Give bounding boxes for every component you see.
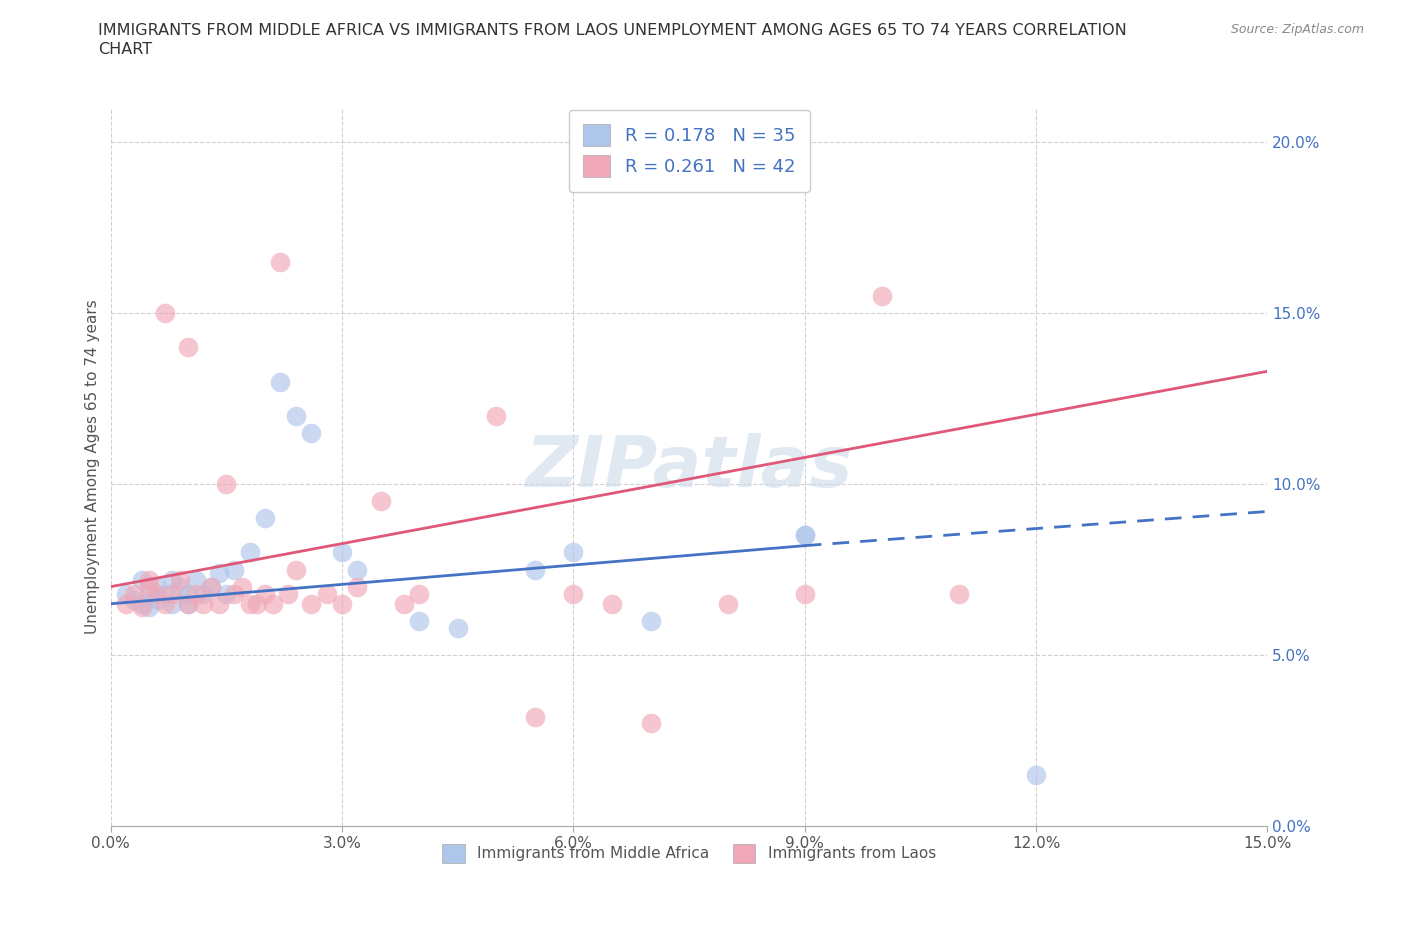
Point: [523, 562, 546, 577]
Point: [793, 528, 815, 543]
Point: [330, 596, 353, 611]
Point: [208, 565, 231, 580]
Point: [169, 579, 191, 594]
Point: [224, 562, 246, 577]
Point: [238, 596, 260, 611]
Point: [177, 596, 200, 611]
Text: IMMIGRANTS FROM MIDDLE AFRICA VS IMMIGRANTS FROM LAOS UNEMPLOYMENT AMONG AGES 65: IMMIGRANTS FROM MIDDLE AFRICA VS IMMIGRA…: [98, 23, 1128, 38]
Point: [277, 586, 299, 601]
Point: [200, 579, 222, 594]
Point: [153, 596, 176, 611]
Point: [146, 579, 169, 594]
Point: [131, 600, 153, 615]
Point: [253, 586, 276, 601]
Point: [122, 586, 145, 601]
Point: [115, 586, 138, 601]
Point: [153, 306, 176, 321]
Point: [299, 596, 322, 611]
Point: [138, 572, 160, 587]
Point: [392, 596, 415, 611]
Point: [408, 586, 430, 601]
Point: [131, 572, 153, 587]
Point: [193, 596, 215, 611]
Point: [447, 620, 470, 635]
Point: [162, 572, 184, 587]
Point: [793, 586, 815, 601]
Point: [153, 586, 176, 601]
Point: [717, 596, 740, 611]
Point: [184, 586, 207, 601]
Point: [640, 614, 662, 629]
Point: [948, 586, 970, 601]
Point: [246, 596, 269, 611]
Point: [215, 586, 238, 601]
Point: [200, 579, 222, 594]
Y-axis label: Unemployment Among Ages 65 to 74 years: Unemployment Among Ages 65 to 74 years: [86, 299, 100, 634]
Point: [138, 600, 160, 615]
Point: [1025, 767, 1047, 782]
Point: [215, 477, 238, 492]
Point: [177, 339, 200, 354]
Point: [177, 596, 200, 611]
Point: [299, 425, 322, 440]
Point: [870, 288, 893, 303]
Point: [138, 586, 160, 601]
Point: [231, 579, 253, 594]
Point: [408, 614, 430, 629]
Point: [284, 408, 307, 423]
Point: [224, 586, 246, 601]
Text: Source: ZipAtlas.com: Source: ZipAtlas.com: [1230, 23, 1364, 36]
Point: [262, 596, 284, 611]
Point: [562, 545, 585, 560]
Point: [184, 572, 207, 587]
Point: [284, 562, 307, 577]
Point: [523, 710, 546, 724]
Point: [269, 374, 291, 389]
Point: [330, 545, 353, 560]
Point: [485, 408, 508, 423]
Point: [238, 545, 260, 560]
Point: [138, 579, 160, 594]
Point: [208, 596, 231, 611]
Point: [562, 586, 585, 601]
Text: CHART: CHART: [98, 42, 152, 57]
Point: [793, 528, 815, 543]
Point: [370, 494, 392, 509]
Point: [169, 572, 191, 587]
Point: [600, 596, 623, 611]
Point: [131, 596, 153, 611]
Point: [177, 586, 200, 601]
Point: [269, 255, 291, 270]
Point: [640, 716, 662, 731]
Point: [146, 586, 169, 601]
Point: [146, 593, 169, 608]
Point: [162, 586, 184, 601]
Legend: Immigrants from Middle Africa, Immigrants from Laos: Immigrants from Middle Africa, Immigrant…: [436, 838, 942, 869]
Point: [115, 596, 138, 611]
Point: [122, 593, 145, 608]
Point: [253, 511, 276, 525]
Point: [315, 586, 337, 601]
Point: [193, 586, 215, 601]
Text: ZIPatlas: ZIPatlas: [526, 432, 853, 501]
Point: [346, 562, 368, 577]
Point: [346, 579, 368, 594]
Point: [162, 596, 184, 611]
